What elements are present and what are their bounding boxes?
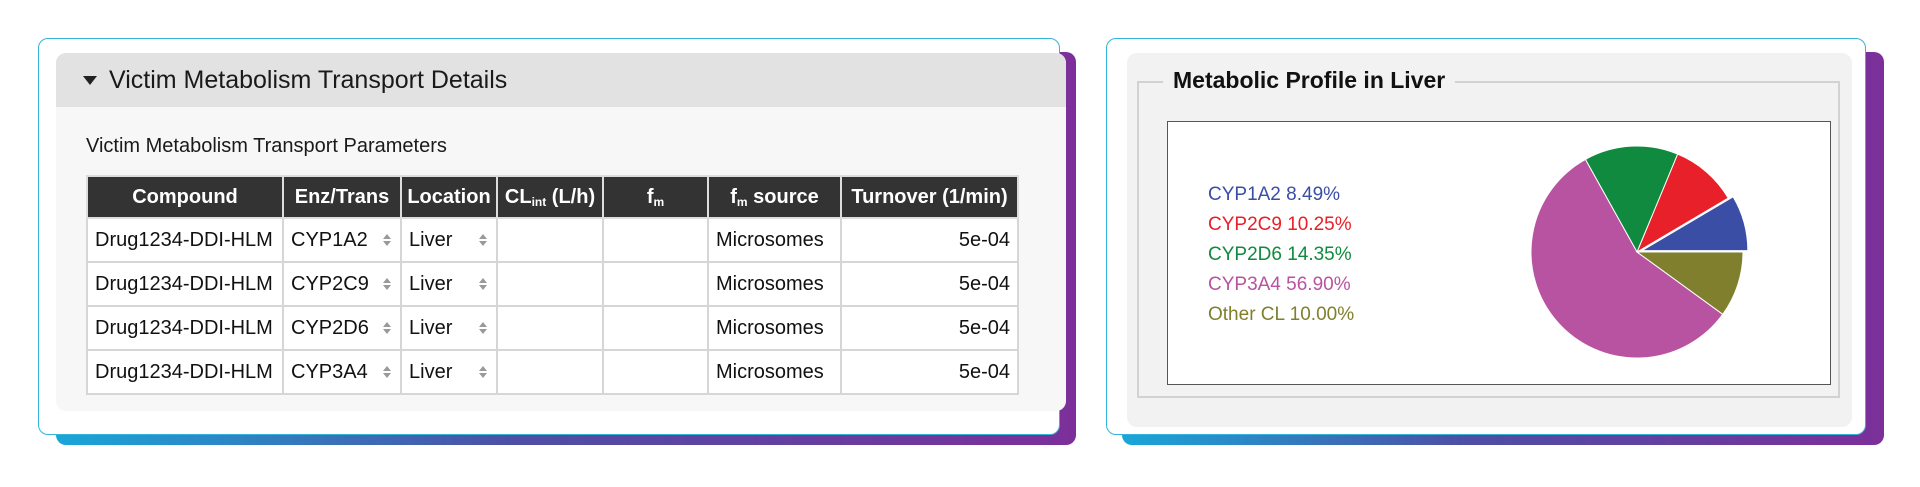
enzyme-select[interactable]: CYP3A4 <box>282 349 402 395</box>
col-compound: Compound <box>86 175 284 219</box>
pie-slice-cyp3a4[interactable] <box>1530 158 1724 359</box>
table-row: Drug1234-DDI-HLM CYP3A4 Liver 822.5 0.56… <box>86 349 1019 395</box>
transport-card: Victim Metabolism Transport Details Vict… <box>38 38 1066 435</box>
col-turnover: Turnover (1/min) <box>840 175 1019 219</box>
params-title: Victim Metabolism Transport Parameters <box>86 135 447 157</box>
select-arrows-icon[interactable] <box>383 322 391 334</box>
select-arrows-icon[interactable] <box>479 234 487 246</box>
location-select[interactable]: Liver <box>400 261 498 307</box>
select-arrows-icon[interactable] <box>479 366 487 378</box>
fm-source-cell[interactable]: Microsomes <box>707 305 842 351</box>
pie-plot-area: CYP1A2 8.49% CYP2C9 10.25% CYP2D6 14.35% CY… <box>1167 121 1831 385</box>
compound-cell: Drug1234-DDI-HLM <box>86 261 284 307</box>
col-fm: fm <box>602 175 709 219</box>
table-header-row: Compound Enz/Trans Location CLint (L/h) … <box>86 175 1019 219</box>
clint-cell: 148.2 <box>496 261 604 307</box>
profile-title: Metabolic Profile in Liver <box>1163 67 1456 94</box>
clint-cell: 122.8 <box>496 217 604 263</box>
profile-fieldset <box>1137 81 1840 398</box>
section-title: Victim Metabolism Transport Details <box>109 65 508 94</box>
clint-cell: 822.5 <box>496 349 604 395</box>
pie-legend: CYP1A2 8.49% CYP2C9 10.25% CYP2D6 14.35% CY… <box>1208 180 1354 330</box>
legend-item-cyp2c9: CYP2C9 10.25% <box>1208 214 1352 235</box>
select-arrows-icon[interactable] <box>383 234 391 246</box>
fm-source-cell[interactable]: Microsomes <box>707 349 842 395</box>
fm-source-cell[interactable]: Microsomes <box>707 217 842 263</box>
turnover-cell[interactable]: 5e-04 <box>840 349 1019 395</box>
compound-cell: Drug1234-DDI-HLM <box>86 349 284 395</box>
fm-cell: 0.1435 <box>602 305 709 351</box>
location-select[interactable]: Liver <box>400 305 498 351</box>
table-row: Drug1234-DDI-HLM CYP1A2 Liver 122.8 0.08… <box>86 217 1019 263</box>
enzyme-select[interactable]: CYP2C9 <box>282 261 402 307</box>
turnover-cell[interactable]: 5e-04 <box>840 261 1019 307</box>
pie-slice-cyp1a2[interactable] <box>1639 196 1749 252</box>
col-enz-trans: Enz/Trans <box>282 175 402 219</box>
legend-item-cyp2d6: CYP2D6 14.35% <box>1208 244 1352 265</box>
pie-slice-cyp2d6[interactable] <box>1584 145 1679 254</box>
turnover-cell[interactable]: 5e-04 <box>840 217 1019 263</box>
fm-source-cell[interactable]: Microsomes <box>707 261 842 307</box>
transport-params-table: Compound Enz/Trans Location CLint (L/h) … <box>86 175 1019 395</box>
fm-cell: 0.569 <box>602 349 709 395</box>
caret-down-icon[interactable] <box>83 75 97 85</box>
profile-card: Metabolic Profile in Liver CYP1A2 8.49% C… <box>1106 38 1866 435</box>
fm-cell: 0.08495 <box>602 217 709 263</box>
legend-item-cyp3a4: CYP3A4 56.90% <box>1208 274 1351 295</box>
col-fm-source: fm source <box>707 175 842 219</box>
col-location: Location <box>400 175 498 219</box>
transport-panel: Victim Metabolism Transport Details Vict… <box>56 53 1066 411</box>
col-clint: CLint (L/h) <box>496 175 604 219</box>
pie-slice-other-cl[interactable] <box>1635 251 1744 316</box>
clint-cell: 207.5 <box>496 305 604 351</box>
select-arrows-icon[interactable] <box>479 322 487 334</box>
enzyme-select[interactable]: CYP1A2 <box>282 217 402 263</box>
select-arrows-icon[interactable] <box>479 278 487 290</box>
profile-panel: Metabolic Profile in Liver CYP1A2 8.49% C… <box>1127 53 1852 427</box>
turnover-cell[interactable]: 5e-04 <box>840 305 1019 351</box>
compound-cell: Drug1234-DDI-HLM <box>86 217 284 263</box>
legend-item-cyp1a2: CYP1A2 8.49% <box>1208 184 1341 205</box>
table-row: Drug1234-DDI-HLM CYP2D6 Liver 207.5 0.14… <box>86 305 1019 351</box>
pie-chart <box>1530 145 1749 359</box>
legend-item-other-cl: Other CL 10.00% <box>1208 304 1355 325</box>
location-select[interactable]: Liver <box>400 349 498 395</box>
compound-cell: Drug1234-DDI-HLM <box>86 305 284 351</box>
enzyme-select[interactable]: CYP2D6 <box>282 305 402 351</box>
select-arrows-icon[interactable] <box>383 366 391 378</box>
transport-section-header[interactable]: Victim Metabolism Transport Details <box>56 53 1066 107</box>
location-select[interactable]: Liver <box>400 217 498 263</box>
select-arrows-icon[interactable] <box>383 278 391 290</box>
fm-cell: 0.1025 <box>602 261 709 307</box>
table-row: Drug1234-DDI-HLM CYP2C9 Liver 148.2 0.10… <box>86 261 1019 307</box>
